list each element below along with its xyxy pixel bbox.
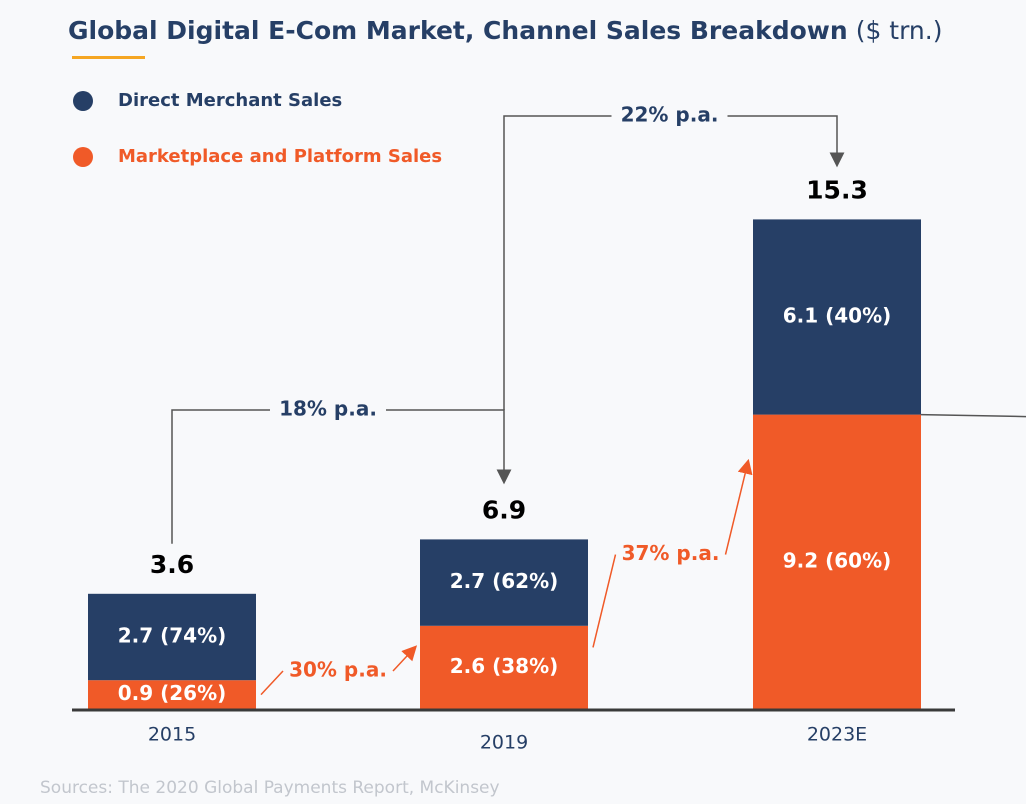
bar-segment bbox=[420, 539, 588, 626]
connector bbox=[171, 409, 512, 544]
growth-arrow bbox=[392, 645, 418, 672]
bar-segment bbox=[753, 219, 921, 415]
bar-segment bbox=[420, 625, 588, 709]
value-label: 6.1 (40%) bbox=[783, 304, 892, 328]
total-label: 15.3 bbox=[806, 175, 868, 204]
growth-arrow bbox=[592, 554, 617, 648]
x-tick-label: 2015 bbox=[148, 724, 196, 746]
legend-label: Direct Merchant Sales bbox=[118, 90, 342, 111]
label-bg bbox=[270, 396, 386, 424]
value-label: 2.7 (62%) bbox=[450, 569, 559, 593]
value-label: 2.7 (74%) bbox=[118, 624, 227, 648]
x-tick-label: 2019 bbox=[480, 732, 528, 754]
chart-title: Global Digital E-Com Market, Channel Sal… bbox=[68, 16, 848, 45]
x-tick-label: 2023E bbox=[807, 724, 867, 746]
legend-label: Marketplace and Platform Sales bbox=[118, 146, 442, 167]
value-label: 9.2 (60%) bbox=[783, 548, 892, 572]
growth-label: 37% p.a. bbox=[622, 541, 720, 565]
bar-segment bbox=[88, 680, 256, 709]
total-label: 6.9 bbox=[482, 495, 526, 524]
value-label: 2.6 (38%) bbox=[450, 654, 559, 678]
growth-label: 30% p.a. bbox=[289, 658, 387, 682]
unit: ($ trn.) bbox=[856, 16, 943, 45]
source: Sources: The 2020 Global Payments Report… bbox=[40, 778, 500, 798]
bar-segment bbox=[88, 593, 256, 681]
growth-arrow bbox=[724, 458, 753, 555]
total-label: 3.6 bbox=[150, 550, 194, 579]
growth-arrow bbox=[260, 670, 284, 696]
connector bbox=[920, 413, 1026, 418]
bar-segment bbox=[753, 414, 921, 709]
legend-marker bbox=[73, 91, 93, 111]
growth-label: 18% p.a. bbox=[279, 397, 377, 421]
value-label: 0.9 (26%) bbox=[118, 681, 227, 705]
legend-marker bbox=[73, 147, 93, 167]
label-bg bbox=[611, 102, 728, 130]
title-underline bbox=[72, 56, 145, 59]
growth-label: 22% p.a. bbox=[621, 103, 719, 127]
title-row: Global Digital E-Com Market, Channel Sal… bbox=[68, 16, 942, 45]
